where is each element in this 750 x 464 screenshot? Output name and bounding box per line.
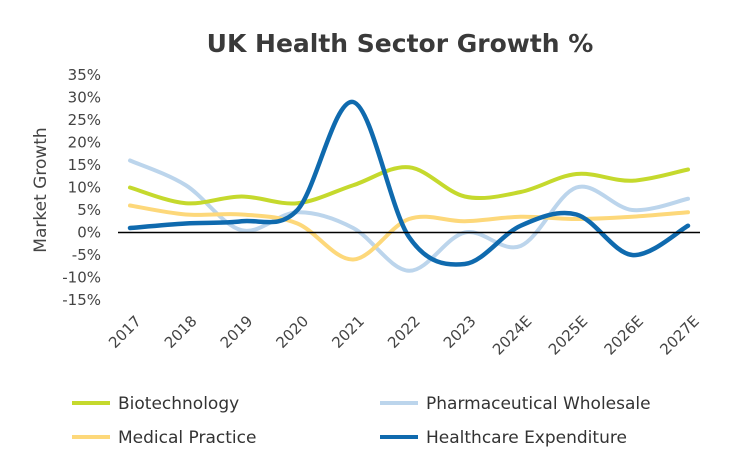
y-tick-label: -10% <box>62 269 101 287</box>
y-tick-label: 5% <box>77 201 101 219</box>
y-tick-label: 25% <box>68 111 101 129</box>
series-line-biotechnology <box>128 165 690 206</box>
x-tick-label: 2017 <box>105 312 145 352</box>
y-axis-label: Market Growth <box>31 127 51 252</box>
series-line-medical-practice <box>128 203 690 262</box>
x-tick-label: 2019 <box>217 312 257 352</box>
legend: Biotechnology Pharmaceutical Wholesale Med… <box>72 394 651 448</box>
x-tick-label: 2018 <box>161 312 201 352</box>
x-tick-label: 2022 <box>384 312 424 352</box>
x-tick-label: 2025E <box>545 312 591 358</box>
y-tick-label: -5% <box>72 246 101 264</box>
legend-label: Healthcare Expenditure <box>426 428 627 448</box>
y-tick-label: 20% <box>68 134 101 152</box>
y-tick-label: 15% <box>68 156 101 174</box>
y-tick-label: 0% <box>77 224 101 242</box>
x-tick-label: 2026E <box>601 312 647 358</box>
series-lines <box>127 99 691 273</box>
x-tick-label: 2027E <box>656 312 702 358</box>
x-axis-ticks: 2017 2018 2019 2020 2021 2022 2023 2024E 2025E 20… <box>105 312 703 358</box>
legend-label: Medical Practice <box>118 428 256 448</box>
x-tick-label: 2020 <box>272 312 312 352</box>
y-tick-label: -15% <box>62 291 101 309</box>
x-tick-label: 2023 <box>440 312 480 352</box>
y-axis-ticks: 35% 30% 25% 20% 15% 10% 5% 0% -5% -10% -15% <box>62 66 101 309</box>
series-line-healthcare-expenditure <box>127 99 691 267</box>
x-tick-label: 2024E <box>489 312 535 358</box>
y-tick-label: 10% <box>68 179 101 197</box>
y-tick-label: 30% <box>68 89 101 107</box>
y-tick-label: 35% <box>68 66 101 84</box>
chart-title: UK Health Sector Growth % <box>207 29 594 58</box>
legend-label: Pharmaceutical Wholesale <box>426 394 651 414</box>
x-tick-label: 2021 <box>328 312 368 352</box>
legend-label: Biotechnology <box>118 394 239 414</box>
